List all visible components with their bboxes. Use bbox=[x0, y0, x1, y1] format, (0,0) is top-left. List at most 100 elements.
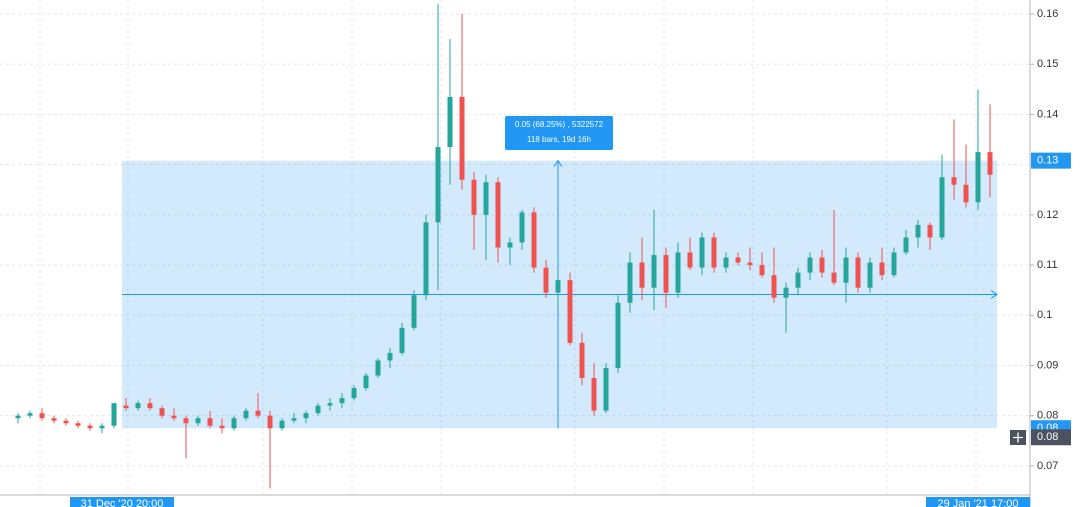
y-tick-label: 0.12 bbox=[1037, 209, 1058, 221]
candle-body bbox=[531, 212, 537, 268]
candle-body bbox=[615, 302, 621, 368]
measure-vertical-arrow bbox=[553, 159, 563, 167]
candle-body bbox=[435, 147, 441, 223]
candle-body bbox=[195, 418, 201, 424]
candle-body bbox=[207, 418, 213, 426]
candle-body bbox=[219, 425, 225, 429]
tooltip-change: 0.05 (68.25%) , 5322572 bbox=[515, 120, 604, 129]
candle-body bbox=[447, 96, 453, 148]
candle-body bbox=[819, 257, 825, 273]
candle-body bbox=[87, 425, 93, 429]
candle-body bbox=[975, 152, 981, 203]
candle-body bbox=[75, 423, 81, 426]
candle-body bbox=[783, 287, 789, 298]
end-label-box bbox=[926, 497, 1030, 507]
candle-body bbox=[147, 403, 153, 409]
candle-body bbox=[699, 237, 705, 268]
crosshair-price-label-box bbox=[1031, 429, 1071, 446]
time-grid bbox=[39, 0, 977, 495]
candle-body bbox=[963, 184, 969, 203]
candle-body bbox=[411, 295, 417, 328]
candle-body bbox=[111, 403, 117, 426]
candle-body bbox=[183, 418, 189, 424]
y-tick-label: 0.08 bbox=[1037, 410, 1058, 422]
candle-body bbox=[843, 257, 849, 283]
measure-midline-arrow bbox=[990, 290, 998, 299]
candle-body bbox=[759, 265, 765, 276]
candle-body bbox=[135, 403, 141, 409]
candle-body bbox=[171, 415, 177, 419]
candle-body bbox=[687, 252, 693, 268]
candle-body bbox=[855, 257, 861, 288]
candle-body bbox=[471, 179, 477, 215]
candle-body bbox=[627, 262, 633, 303]
candle-body bbox=[99, 425, 105, 429]
candle-body bbox=[507, 242, 513, 248]
candle-body bbox=[831, 272, 837, 283]
candle-body bbox=[867, 262, 873, 288]
y-tick-label: 0.1 bbox=[1037, 309, 1052, 321]
candle-body bbox=[399, 327, 405, 353]
candle-body bbox=[363, 375, 369, 389]
candle-body bbox=[891, 252, 897, 276]
candle-body bbox=[579, 342, 585, 379]
candle-body bbox=[651, 255, 657, 288]
candle-body bbox=[555, 280, 561, 293]
candle-body bbox=[663, 255, 669, 293]
candle-body bbox=[903, 237, 909, 253]
candle-body bbox=[159, 408, 165, 416]
candle-body bbox=[123, 405, 129, 409]
candle-body bbox=[459, 96, 465, 180]
candle-body bbox=[267, 415, 273, 429]
candle-body bbox=[15, 415, 21, 419]
candle-body bbox=[339, 398, 345, 404]
y-tick-label: 0.07 bbox=[1037, 460, 1058, 472]
tooltip-box bbox=[505, 116, 613, 150]
candle-body bbox=[543, 267, 549, 293]
candle-body bbox=[231, 418, 237, 429]
measure-tooltip: 0.05 (68.25%) , 5322572 118 bars, 19d 16h bbox=[505, 116, 613, 150]
y-tick-label: 0.15 bbox=[1037, 58, 1058, 70]
candle-body bbox=[327, 403, 333, 406]
candle-body bbox=[39, 413, 45, 419]
candle-body bbox=[63, 420, 69, 424]
y-tick-label: 0.11 bbox=[1037, 259, 1058, 271]
candle-body bbox=[951, 177, 957, 185]
candle-body bbox=[711, 237, 717, 268]
y-tick-label: 0.09 bbox=[1037, 359, 1058, 371]
candle-body bbox=[519, 212, 525, 243]
candle-body bbox=[291, 418, 297, 421]
candle-body bbox=[915, 224, 921, 238]
candle-body bbox=[255, 410, 261, 416]
end-label: 29 Jan '21 17:00 bbox=[937, 498, 1018, 507]
candle-body bbox=[987, 152, 993, 175]
measure-high-label: 0.13 bbox=[1037, 155, 1058, 167]
candle-body bbox=[495, 182, 501, 248]
tooltip-span: 118 bars, 19d 16h bbox=[527, 135, 591, 144]
candle-body bbox=[591, 378, 597, 411]
candle-body bbox=[387, 352, 393, 361]
y-tick-label: 0.16 bbox=[1037, 8, 1058, 20]
candle-body bbox=[483, 182, 489, 215]
plus-icon bbox=[1013, 432, 1023, 443]
measure-high-label-box bbox=[1031, 152, 1071, 169]
start-label-box bbox=[70, 497, 174, 507]
candle-body bbox=[51, 418, 57, 421]
candle-body bbox=[675, 252, 681, 293]
candle-body bbox=[639, 262, 645, 288]
candle-body bbox=[567, 280, 573, 343]
candle-body bbox=[351, 388, 357, 399]
candle-body bbox=[603, 367, 609, 411]
candle-body bbox=[423, 222, 429, 296]
candle-body bbox=[27, 413, 33, 416]
candle-body bbox=[771, 275, 777, 298]
start-label: 31 Dec '20 20:00 bbox=[81, 498, 164, 507]
y-tick-label: 0.14 bbox=[1037, 108, 1058, 120]
candle-body bbox=[747, 262, 753, 266]
crosshair-price-label: 0.08 bbox=[1037, 431, 1058, 443]
candle-body bbox=[279, 420, 285, 429]
candle-body bbox=[927, 224, 933, 238]
candle-body bbox=[735, 257, 741, 263]
